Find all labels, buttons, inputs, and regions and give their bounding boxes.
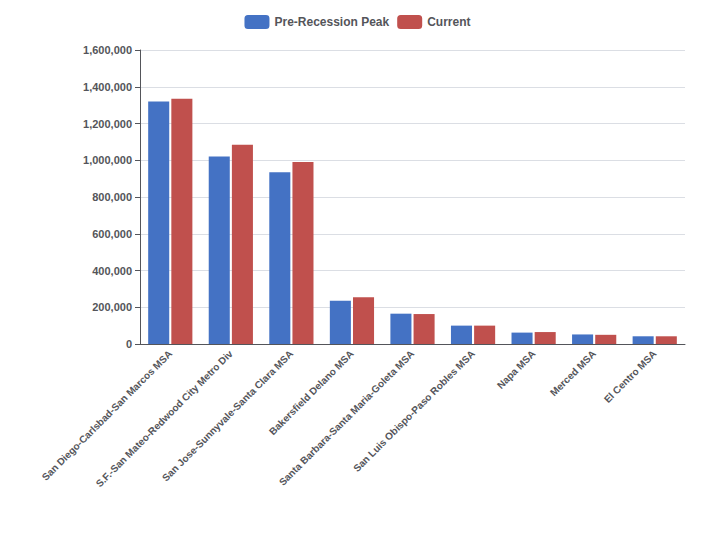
- svg-text:San Luis Obispo-Paso Robles MS: San Luis Obispo-Paso Robles MSA: [351, 348, 477, 474]
- svg-text:1,600,000: 1,600,000: [83, 44, 132, 56]
- svg-text:200,000: 200,000: [92, 301, 132, 313]
- svg-text:600,000: 600,000: [92, 228, 132, 240]
- svg-text:Current: Current: [427, 15, 470, 29]
- svg-text:Pre-Recession Peak: Pre-Recession Peak: [274, 15, 389, 29]
- svg-text:Merced MSA: Merced MSA: [548, 348, 598, 398]
- svg-text:S.F.-San Mateo-Redwood City Me: S.F.-San Mateo-Redwood City Metro Div: [94, 348, 235, 489]
- svg-text:Bakersfield Delano MSA: Bakersfield Delano MSA: [266, 348, 356, 438]
- svg-text:El Centro MSA: El Centro MSA: [602, 348, 659, 405]
- svg-text:1,200,000: 1,200,000: [83, 118, 132, 130]
- svg-text:800,000: 800,000: [92, 191, 132, 203]
- svg-text:1,400,000: 1,400,000: [83, 81, 132, 93]
- svg-text:San Diego-Carlsbad-San Marcos: San Diego-Carlsbad-San Marcos MSA: [40, 348, 174, 482]
- svg-text:San Jose-Sunnyvale-Santa Clara: San Jose-Sunnyvale-Santa Clara MSA: [160, 348, 295, 483]
- svg-text:Santa Barbara-Santa Maria-Gole: Santa Barbara-Santa Maria-Goleta MSA: [277, 348, 417, 488]
- svg-text:0: 0: [126, 338, 132, 350]
- svg-text:Napa MSA: Napa MSA: [495, 348, 538, 391]
- svg-text:400,000: 400,000: [92, 265, 132, 277]
- svg-text:1,000,000: 1,000,000: [83, 154, 132, 166]
